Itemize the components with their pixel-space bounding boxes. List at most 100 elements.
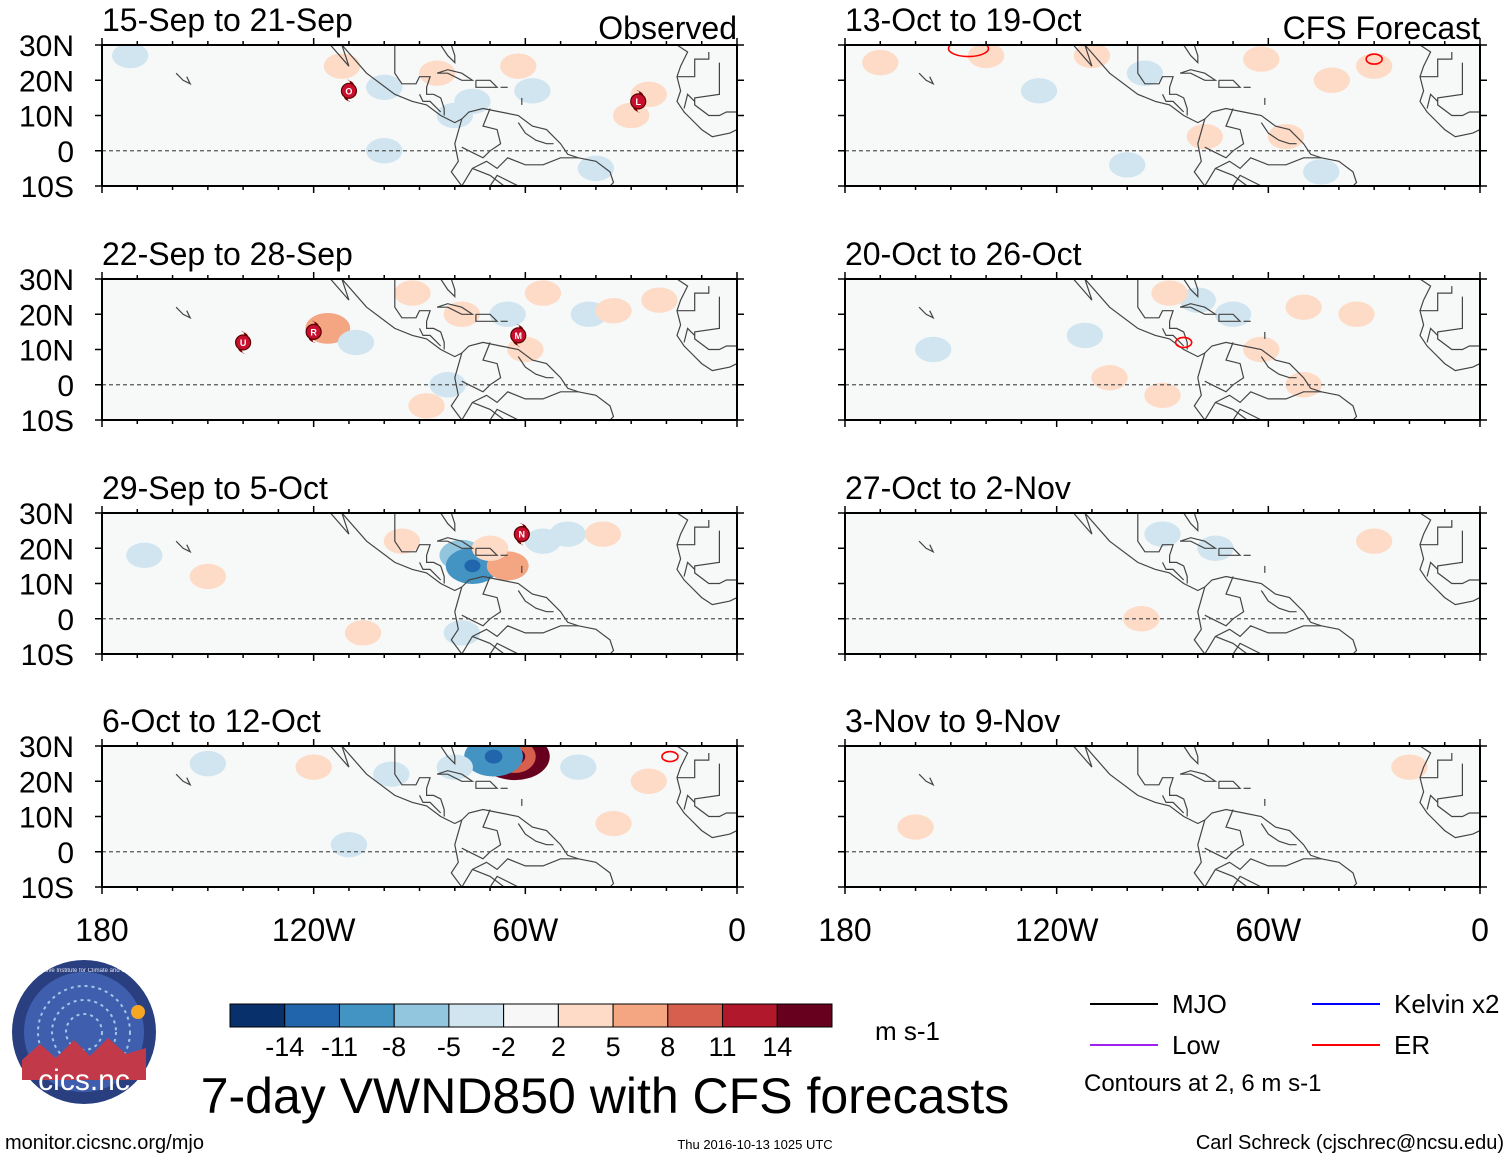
- colorbar-tick-label: 5: [606, 1032, 621, 1062]
- svg-text:O: O: [345, 86, 352, 96]
- coastline: [1419, 746, 1480, 839]
- coastline: [1204, 341, 1322, 393]
- coastline: [1420, 753, 1453, 779]
- coastline: [175, 773, 192, 787]
- coastline: [1260, 356, 1297, 379]
- x-tick-label: 60W: [1235, 912, 1302, 948]
- coastline: [475, 313, 499, 322]
- colorbar-tick-label: 14: [762, 1032, 792, 1062]
- contour-note: Contours at 2, 6 m s-1: [1084, 1070, 1321, 1097]
- anomaly-core-3: [496, 557, 520, 575]
- coastline: [517, 122, 554, 145]
- panel-period-title: 15-Sep to 21-Sep: [102, 2, 353, 38]
- colorbar-swatch: [557, 1003, 614, 1028]
- anomaly-10: [1109, 152, 1146, 178]
- coastline: [348, 279, 349, 280]
- coastline: [1218, 79, 1242, 88]
- anomaly-4: [189, 750, 227, 777]
- svg-text:MJO: MJO: [1172, 989, 1227, 1019]
- map-panel-8: 3-Nov to 9-Nov: [838, 703, 1487, 894]
- contour-er: [1365, 53, 1383, 65]
- coastline: [1204, 108, 1245, 159]
- anomaly-7: [330, 832, 368, 858]
- coastline: [1437, 296, 1480, 351]
- panel-period-title: 6-Oct to 12-Oct: [102, 703, 321, 739]
- coastline: [694, 530, 737, 585]
- coastline: [348, 513, 349, 514]
- coastline: [394, 45, 445, 116]
- footer-credit: Carl Schreck (cjschrec@ncsu.edu): [1196, 1132, 1504, 1154]
- coastline: [472, 167, 505, 186]
- x-tick-label: 180: [75, 912, 128, 948]
- colorbar-units: m s-1: [875, 1016, 940, 1046]
- coastline: [918, 306, 935, 320]
- anomaly-9: [1267, 123, 1305, 150]
- anomaly-7: [1144, 382, 1181, 409]
- anomaly-7: [1355, 53, 1393, 79]
- coastline: [1161, 795, 1185, 814]
- coastline: [461, 809, 502, 860]
- coastline: [440, 279, 456, 299]
- panel-period-title: 3-Nov to 9-Nov: [845, 703, 1060, 739]
- anomaly-12: [126, 542, 163, 568]
- coastline: [1204, 808, 1322, 860]
- coastline: [1179, 69, 1218, 81]
- coastline: [440, 513, 456, 533]
- coastline: [1218, 547, 1242, 556]
- coastline: [472, 401, 505, 420]
- coastline: [489, 875, 519, 887]
- coastline: [461, 625, 615, 654]
- svg-text:ER: ER: [1394, 1030, 1430, 1060]
- anomaly-8: [1186, 123, 1224, 150]
- anomaly-3: [1073, 45, 1111, 69]
- coastline: [1137, 45, 1188, 116]
- storm-marker-r: R: [305, 320, 322, 343]
- svg-text:R: R: [310, 327, 317, 337]
- coastline: [394, 513, 445, 584]
- coastline: [418, 562, 442, 581]
- coastline: [677, 286, 710, 312]
- y-tick-label: 0: [57, 370, 74, 403]
- coastline: [1426, 327, 1439, 343]
- wave-legend: MJO Kelvin x2 Low ER: [1090, 989, 1500, 1060]
- anomaly-1: [1285, 294, 1322, 320]
- panel-period-title: 29-Sep to 5-Oct: [102, 470, 328, 506]
- coastline: [918, 540, 935, 554]
- coastline: [1091, 279, 1092, 280]
- coastline: [1204, 342, 1245, 393]
- coastline: [472, 868, 505, 887]
- coastline: [475, 780, 499, 789]
- coastline: [517, 356, 554, 379]
- colorbar-tick-label: -8: [382, 1032, 406, 1062]
- coastline: [461, 108, 502, 159]
- anomaly-12: [1020, 78, 1058, 104]
- anomaly-1: [1355, 528, 1393, 554]
- anomaly-9: [344, 620, 382, 646]
- coastline: [1426, 794, 1439, 810]
- coastline: [1232, 408, 1262, 420]
- coastline: [436, 770, 475, 782]
- coastline: [1137, 513, 1188, 584]
- svg-text:U: U: [240, 338, 247, 348]
- anomaly-2: [967, 45, 1005, 69]
- y-tick-label: 10N: [19, 335, 74, 368]
- coastline: [472, 635, 505, 654]
- coastline: [1260, 823, 1297, 846]
- y-tick-label: 10S: [21, 405, 74, 438]
- coastline: [461, 576, 502, 627]
- coastline: [461, 107, 579, 159]
- anomaly-3: [394, 280, 431, 306]
- anomaly-11: [577, 155, 615, 182]
- cics-logo: cics.nc Cooperative Institute for Climat…: [12, 960, 156, 1104]
- coastline: [1215, 167, 1248, 186]
- coastline: [436, 537, 475, 549]
- coastline: [1091, 45, 1092, 46]
- coastline: [418, 795, 442, 814]
- colorbar: -14 -11 -8 -5 -2 2 5 8 11 14: [229, 1003, 833, 1062]
- coastline: [461, 342, 502, 393]
- coastline: [1161, 562, 1185, 581]
- legend-item-er: ER: [1312, 1030, 1430, 1060]
- x-axis-labels-left: 180 120W 60W 0: [75, 912, 746, 948]
